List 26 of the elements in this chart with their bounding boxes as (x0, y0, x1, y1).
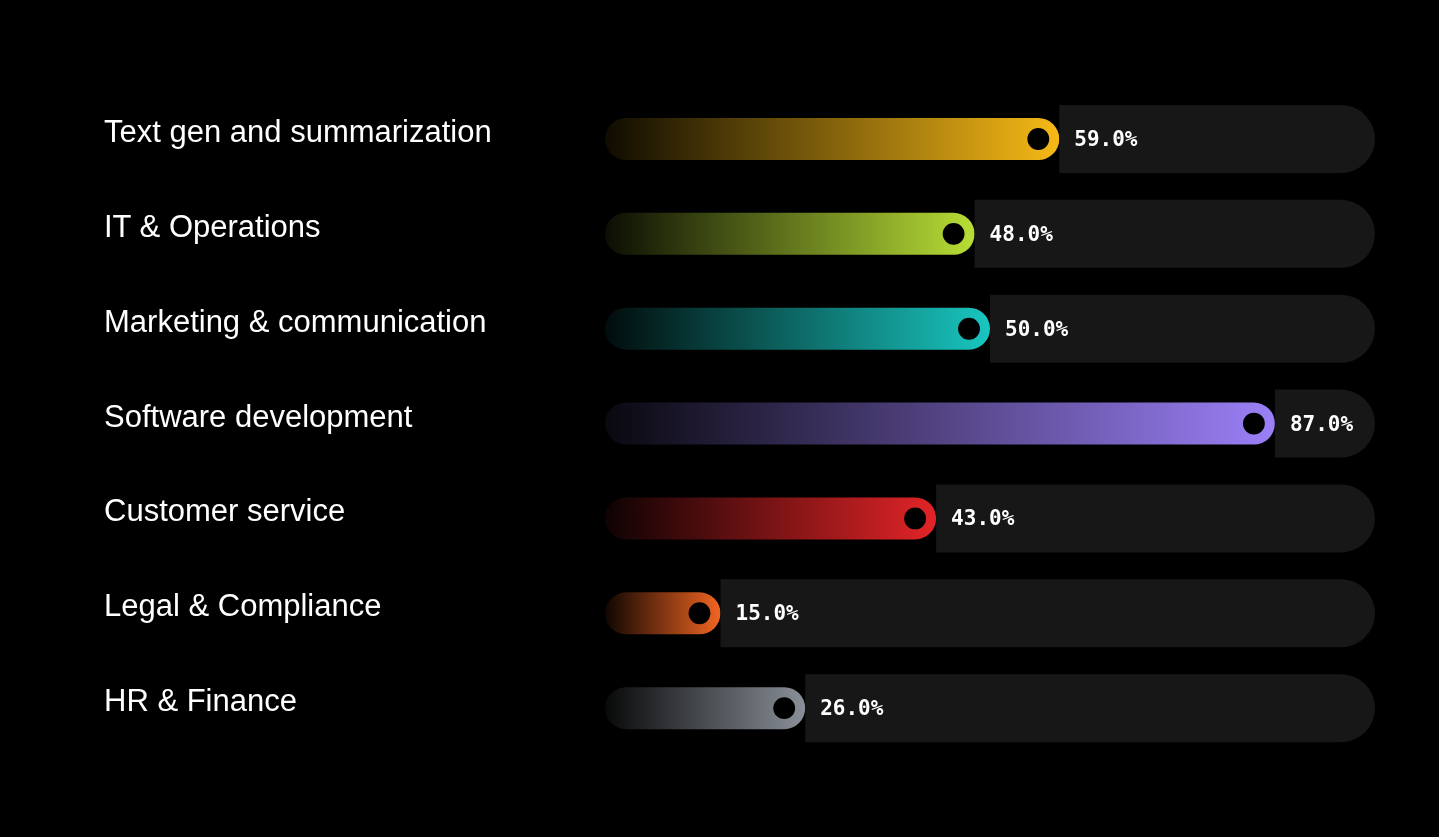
bar (990, 294, 1375, 363)
bar (974, 199, 1375, 268)
y-tick-label: HR & Finance (104, 683, 297, 719)
bar (936, 484, 1375, 553)
bar (1059, 105, 1375, 173)
bar (605, 402, 1275, 445)
bar (605, 307, 990, 350)
bar (720, 579, 1375, 648)
data-label: 26.0% (820, 696, 884, 721)
bar (605, 497, 937, 540)
y-tick-label: Software development (104, 398, 413, 434)
bar (605, 687, 806, 730)
data-label: 15.0% (735, 601, 800, 626)
y-tick-label: Customer service (104, 493, 346, 529)
data-label: 48.0% (989, 221, 1054, 246)
y-tick-label: Marketing & communication (104, 303, 487, 339)
data-label: 50.0% (1005, 316, 1069, 341)
bar (605, 118, 1060, 160)
data-label: 59.0% (1074, 127, 1138, 151)
y-tick-label: Legal & Compliance (104, 588, 382, 624)
data-label: 87.0% (1289, 411, 1354, 436)
bar (805, 674, 1375, 743)
y-tick-label: IT & Operations (104, 208, 321, 244)
y-tick-label: Text gen and summarization (104, 113, 492, 149)
data-label: 43.0% (951, 506, 1015, 531)
bar (605, 212, 975, 255)
